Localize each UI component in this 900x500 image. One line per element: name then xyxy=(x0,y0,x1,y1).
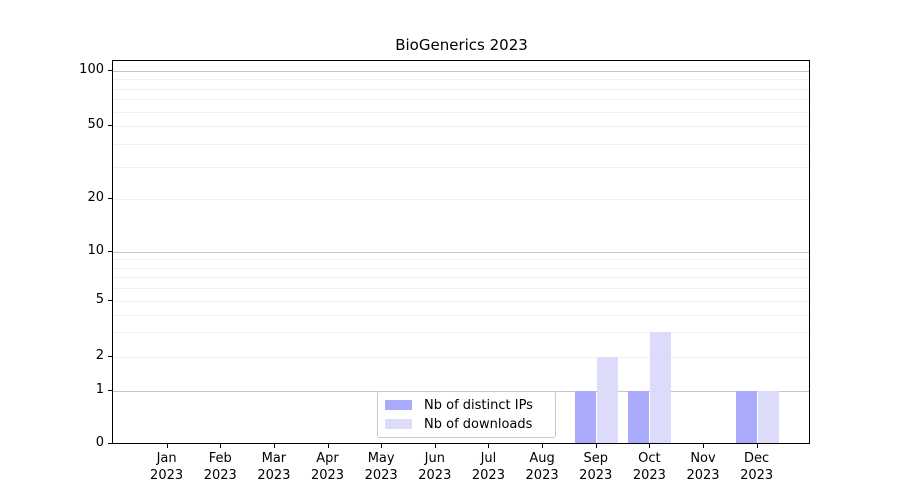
x-tick-oct xyxy=(649,444,651,448)
y-tick-2 xyxy=(108,356,112,357)
x-tick-label-may: May 2023 xyxy=(364,451,398,483)
x-tick-nov xyxy=(703,444,704,448)
x-tick-mar xyxy=(273,444,275,448)
y-tick-1 xyxy=(108,390,112,391)
y-tick-label-20: 20 xyxy=(87,190,104,205)
gridline-y-40 xyxy=(113,143,809,145)
x-tick-jun xyxy=(434,444,436,448)
x-tick-label-jul: Jul 2023 xyxy=(471,451,505,483)
legend-label-distinct-ips: Nb of distinct IPs xyxy=(424,397,533,413)
y-tick-10 xyxy=(108,251,112,252)
x-tick-jul xyxy=(488,444,490,448)
x-tick-feb xyxy=(220,444,222,448)
gridline-y-3 xyxy=(113,332,809,334)
legend: Nb of distinct IPs Nb of downloads xyxy=(377,391,556,438)
gridline-y-6 xyxy=(113,288,809,290)
legend-swatch-distinct-ips xyxy=(385,400,412,410)
y-tick-label-5: 5 xyxy=(95,292,104,307)
gridline-y-90 xyxy=(113,79,809,81)
bar-distinct-ips-sep xyxy=(574,391,596,443)
y-tick-100 xyxy=(108,70,112,71)
x-tick-dec xyxy=(756,444,758,448)
x-tick-label-dec: Dec 2023 xyxy=(740,451,774,483)
y-tick-label-1: 1 xyxy=(95,382,104,397)
gridline-y-10 xyxy=(113,252,809,253)
y-tick-label-10: 10 xyxy=(87,243,104,258)
gridline-y-7 xyxy=(113,277,809,279)
gridline-y-70 xyxy=(113,99,809,101)
gridline-y-5 xyxy=(113,301,809,302)
gridline-y-20 xyxy=(113,199,809,200)
y-tick-5 xyxy=(108,300,112,301)
y-tick-label-50: 50 xyxy=(87,117,104,132)
chart-title: BioGenerics 2023 xyxy=(395,36,528,54)
gridline-y-100 xyxy=(113,71,809,72)
x-tick-label-apr: Apr 2023 xyxy=(310,451,345,483)
bar-downloads-oct xyxy=(650,332,672,443)
y-tick-50 xyxy=(108,125,112,126)
bar-downloads-dec xyxy=(757,391,779,443)
gridline-y-80 xyxy=(113,88,809,90)
x-tick-may xyxy=(381,444,383,448)
gridline-y-2 xyxy=(113,357,809,358)
x-tick-label-jan: Jan 2023 xyxy=(150,451,184,483)
legend-item-downloads: Nb of downloads xyxy=(385,417,555,432)
gridline-y-8 xyxy=(113,267,809,269)
x-tick-label-jun: Jun 2023 xyxy=(418,451,452,483)
legend-swatch-downloads xyxy=(385,419,412,429)
y-tick-0 xyxy=(108,443,112,444)
x-tick-label-sep: Sep 2023 xyxy=(579,451,613,483)
x-tick-label-oct: Oct 2023 xyxy=(632,451,666,483)
gridline-y-9 xyxy=(113,259,809,261)
legend-item-distinct-ips: Nb of distinct IPs xyxy=(385,398,555,413)
gridline-y-60 xyxy=(113,111,809,113)
gridline-y-30 xyxy=(113,166,809,168)
x-tick-sep xyxy=(595,444,597,448)
x-tick-label-nov: Nov 2023 xyxy=(686,451,720,483)
y-tick-20 xyxy=(108,198,112,199)
bar-distinct-ips-dec xyxy=(735,391,757,443)
x-tick-apr xyxy=(327,444,329,448)
y-tick-label-0: 0 xyxy=(95,435,104,450)
bar-distinct-ips-oct xyxy=(628,391,650,443)
x-tick-label-feb: Feb 2023 xyxy=(203,451,237,483)
y-tick-label-2: 2 xyxy=(95,348,104,363)
legend-label-downloads: Nb of downloads xyxy=(424,416,533,432)
bar-downloads-sep xyxy=(596,357,618,443)
y-tick-label-100: 100 xyxy=(79,62,104,77)
x-tick-label-mar: Mar 2023 xyxy=(257,451,291,483)
plot-area xyxy=(112,60,810,444)
x-tick-jan xyxy=(166,444,168,448)
x-tick-label-aug: Aug 2023 xyxy=(525,451,559,483)
gridline-y-4 xyxy=(113,314,809,316)
gridline-y-50 xyxy=(113,126,809,127)
x-tick-aug xyxy=(542,444,544,448)
